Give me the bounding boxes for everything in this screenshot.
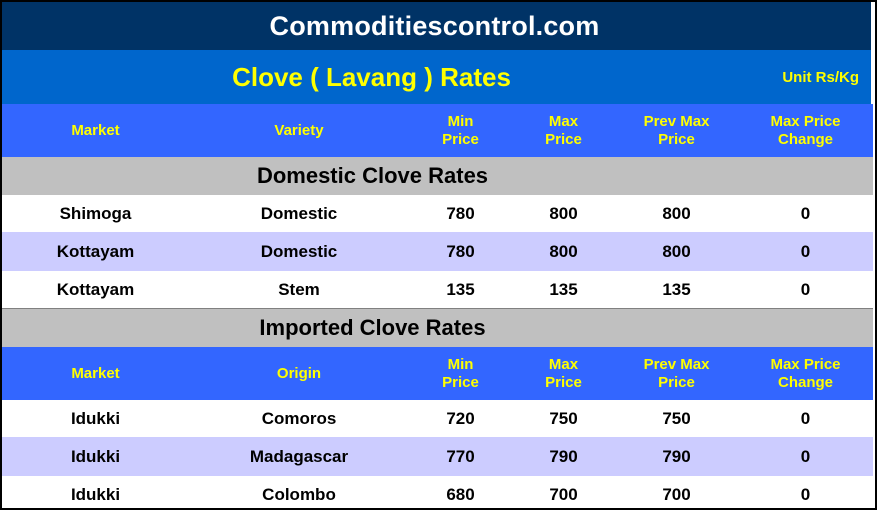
column-header-market-line1: Market xyxy=(71,364,120,382)
table-row: Shimoga Domestic 780 800 800 0 xyxy=(2,195,873,233)
cell-variety: Domestic xyxy=(189,195,409,233)
column-header-max-price-line1: Max xyxy=(548,113,579,131)
cell-origin: Madagascar xyxy=(189,437,409,476)
column-header-prev-max-price-line2: Price xyxy=(658,130,695,148)
cell-origin: Comoros xyxy=(189,400,409,438)
column-header-min-price: Min Price xyxy=(409,347,512,400)
column-header-variety-line1: Variety xyxy=(274,121,324,139)
column-header-max-price-line2: Price xyxy=(545,373,582,391)
column-header-max-price-change: Max Price Change xyxy=(738,347,873,400)
section-band-domestic: Domestic Clove Rates xyxy=(2,157,873,195)
cell-prev-max-price: 800 xyxy=(615,195,738,233)
cell-market: Shimoga xyxy=(2,195,189,233)
column-header-max-price-change-line2: Change xyxy=(777,130,833,148)
column-header-max-price-change: Max Price Change xyxy=(738,104,873,157)
cell-variety: Stem xyxy=(189,270,409,309)
cell-prev-max-price: 750 xyxy=(615,400,738,438)
cell-prev-max-price: 135 xyxy=(615,270,738,309)
cell-max-price: 800 xyxy=(512,195,615,233)
unit-label: Unit Rs/Kg xyxy=(782,68,859,86)
column-header-origin: Origin xyxy=(189,347,409,400)
cell-max-price-change: 0 xyxy=(738,195,873,233)
cell-max-price-change: 0 xyxy=(738,270,873,309)
cell-min-price: 680 xyxy=(409,475,512,508)
rates-table: Market Variety Min Price Max Price Prev xyxy=(2,104,873,508)
cell-min-price: 135 xyxy=(409,270,512,309)
column-header-max-price-line2: Price xyxy=(545,130,582,148)
table-row: Kottayam Domestic 780 800 800 0 xyxy=(2,232,873,271)
cell-prev-max-price: 790 xyxy=(615,437,738,476)
column-header-row-domestic: Market Variety Min Price Max Price Prev xyxy=(2,104,873,157)
cell-min-price: 780 xyxy=(409,232,512,271)
section-band-title: Imported Clove Rates xyxy=(2,308,873,347)
table-row: Idukki Colombo 680 700 700 0 xyxy=(2,475,873,508)
title-bar: Clove ( Lavang ) Rates Unit Rs/Kg xyxy=(2,50,871,104)
cell-variety: Domestic xyxy=(189,232,409,271)
cell-market: Idukki xyxy=(2,400,189,438)
cell-max-price-change: 0 xyxy=(738,232,873,271)
column-header-max-price-change-line1: Max Price xyxy=(770,356,841,374)
cell-min-price: 770 xyxy=(409,437,512,476)
section-band-imported: Imported Clove Rates xyxy=(2,308,873,347)
column-header-min-price-line1: Min xyxy=(447,356,474,374)
column-header-prev-max-price-line1: Prev Max xyxy=(643,113,710,131)
column-header-prev-max-price-line1: Prev Max xyxy=(643,356,710,374)
cell-market: Kottayam xyxy=(2,270,189,309)
column-header-variety: Variety xyxy=(189,104,409,157)
column-header-min-price-line1: Min xyxy=(447,113,474,131)
cell-min-price: 780 xyxy=(409,195,512,233)
cell-max-price: 790 xyxy=(512,437,615,476)
table-row: Kottayam Stem 135 135 135 0 xyxy=(2,270,873,309)
column-header-market-line1: Market xyxy=(71,121,120,139)
column-header-min-price-line2: Price xyxy=(442,130,479,148)
brand-bar: Commoditiescontrol.com xyxy=(2,2,871,50)
section-band-title: Domestic Clove Rates xyxy=(2,157,873,195)
column-header-min-price-line2: Price xyxy=(442,373,479,391)
cell-market: Idukki xyxy=(2,475,189,508)
cell-max-price: 750 xyxy=(512,400,615,438)
cell-max-price: 135 xyxy=(512,270,615,309)
cell-prev-max-price: 700 xyxy=(615,475,738,508)
column-header-origin-line1: Origin xyxy=(276,364,322,382)
cell-origin: Colombo xyxy=(189,475,409,508)
column-header-min-price: Min Price xyxy=(409,104,512,157)
page-title: Clove ( Lavang ) Rates xyxy=(232,61,511,92)
cell-max-price: 800 xyxy=(512,232,615,271)
column-header-max-price: Max Price xyxy=(512,104,615,157)
cell-max-price: 700 xyxy=(512,475,615,508)
cell-max-price-change: 0 xyxy=(738,400,873,438)
column-header-prev-max-price-line2: Price xyxy=(658,373,695,391)
table-row: Idukki Madagascar 770 790 790 0 xyxy=(2,437,873,476)
column-header-prev-max-price: Prev Max Price xyxy=(615,104,738,157)
column-header-prev-max-price: Prev Max Price xyxy=(615,347,738,400)
table-row: Idukki Comoros 720 750 750 0 xyxy=(2,400,873,438)
column-header-max-price-change-line2: Change xyxy=(777,373,833,391)
cell-max-price-change: 0 xyxy=(738,437,873,476)
cell-market: Kottayam xyxy=(2,232,189,271)
cell-prev-max-price: 800 xyxy=(615,232,738,271)
cell-market: Idukki xyxy=(2,437,189,476)
column-header-market: Market xyxy=(2,347,189,400)
column-header-market: Market xyxy=(2,104,189,157)
column-header-max-price: Max Price xyxy=(512,347,615,400)
column-header-row-imported: Market Origin Min Price Max Price Prev M xyxy=(2,347,873,400)
column-header-max-price-line1: Max xyxy=(548,356,579,374)
cell-min-price: 720 xyxy=(409,400,512,438)
column-header-max-price-change-line1: Max Price xyxy=(770,113,841,131)
brand-title: Commoditiescontrol.com xyxy=(269,10,600,41)
cell-max-price-change: 0 xyxy=(738,475,873,508)
